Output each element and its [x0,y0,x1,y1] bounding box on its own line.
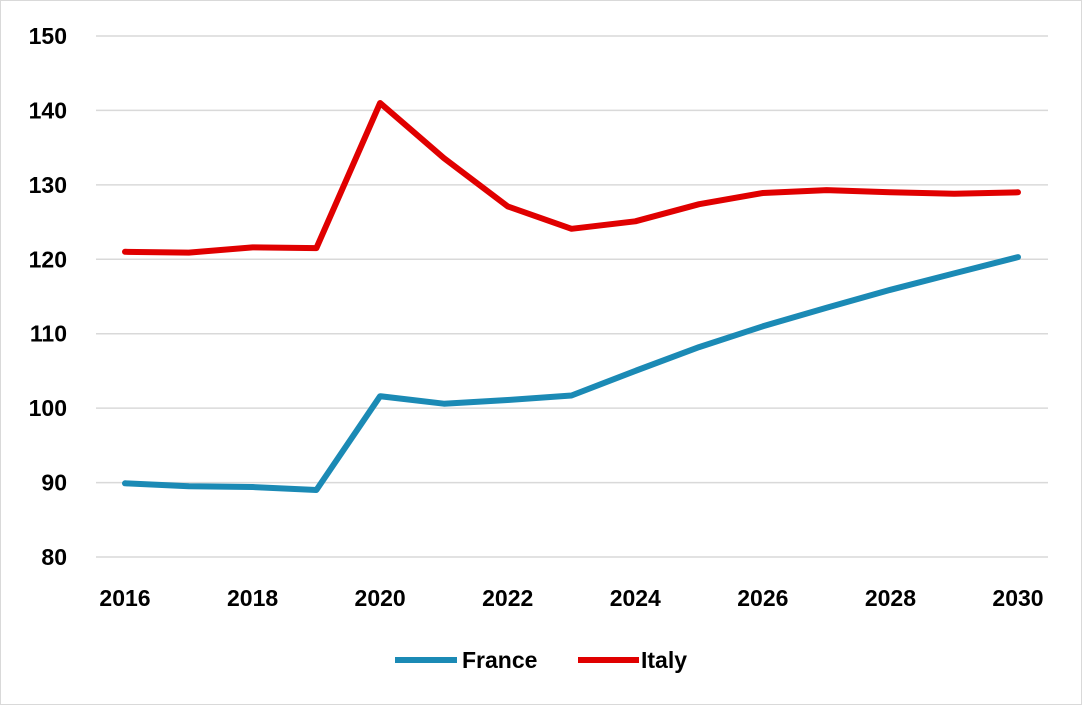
legend: France Italy [395,647,687,673]
x-tick-label: 2020 [355,585,406,611]
x-tick-label: 2016 [99,585,150,611]
y-tick-label: 90 [41,470,67,496]
x-tick-label: 2028 [865,585,916,611]
x-axis-tick-labels: 2016 2018 2020 2022 2024 2026 2028 2030 [99,585,1043,611]
y-tick-label: 140 [29,97,67,123]
legend-label-france: France [462,647,537,673]
x-tick-label: 2030 [992,585,1043,611]
gridlines [96,35,1048,558]
series-lines [122,100,1021,493]
series-line-italy [122,100,1021,256]
y-tick-label: 110 [30,321,67,347]
y-tick-label: 80 [41,544,67,570]
x-tick-label: 2026 [737,585,788,611]
x-tick-label: 2024 [610,585,661,611]
x-tick-label: 2018 [227,585,278,611]
y-tick-label: 100 [29,395,67,421]
series-line-france [122,254,1021,493]
y-axis-tick-labels: 80 90 100 110 120 130 140 150 [29,23,67,570]
x-tick-label: 2022 [482,585,533,611]
y-tick-label: 130 [29,172,67,198]
legend-label-italy: Italy [641,647,687,673]
y-tick-label: 150 [29,23,67,49]
y-tick-label: 120 [29,246,67,272]
